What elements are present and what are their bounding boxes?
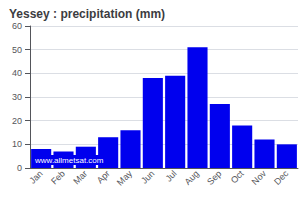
svg-text:50: 50 [12, 45, 22, 55]
svg-text:0: 0 [17, 163, 22, 173]
svg-text:Jun: Jun [139, 168, 156, 185]
svg-text:60: 60 [12, 21, 22, 31]
svg-text:www.allmetsat.com: www.allmetsat.com [34, 156, 104, 165]
svg-text:Nov: Nov [250, 168, 269, 187]
svg-text:Dec: Dec [272, 168, 291, 187]
svg-text:Oct: Oct [229, 168, 246, 185]
svg-text:Aug: Aug [183, 168, 201, 186]
svg-text:Yessey : precipitation (mm): Yessey : precipitation (mm) [9, 7, 165, 21]
svg-text:Feb: Feb [49, 168, 67, 186]
svg-text:20: 20 [12, 116, 22, 126]
svg-text:40: 40 [12, 68, 22, 78]
svg-text:Jan: Jan [27, 168, 44, 185]
svg-text:Apr: Apr [95, 168, 112, 185]
svg-text:30: 30 [12, 92, 22, 102]
svg-text:10: 10 [12, 139, 22, 149]
svg-text:Jul: Jul [163, 168, 178, 183]
svg-text:Mar: Mar [71, 168, 89, 186]
svg-text:Sep: Sep [205, 168, 223, 186]
svg-text:May: May [115, 168, 134, 187]
